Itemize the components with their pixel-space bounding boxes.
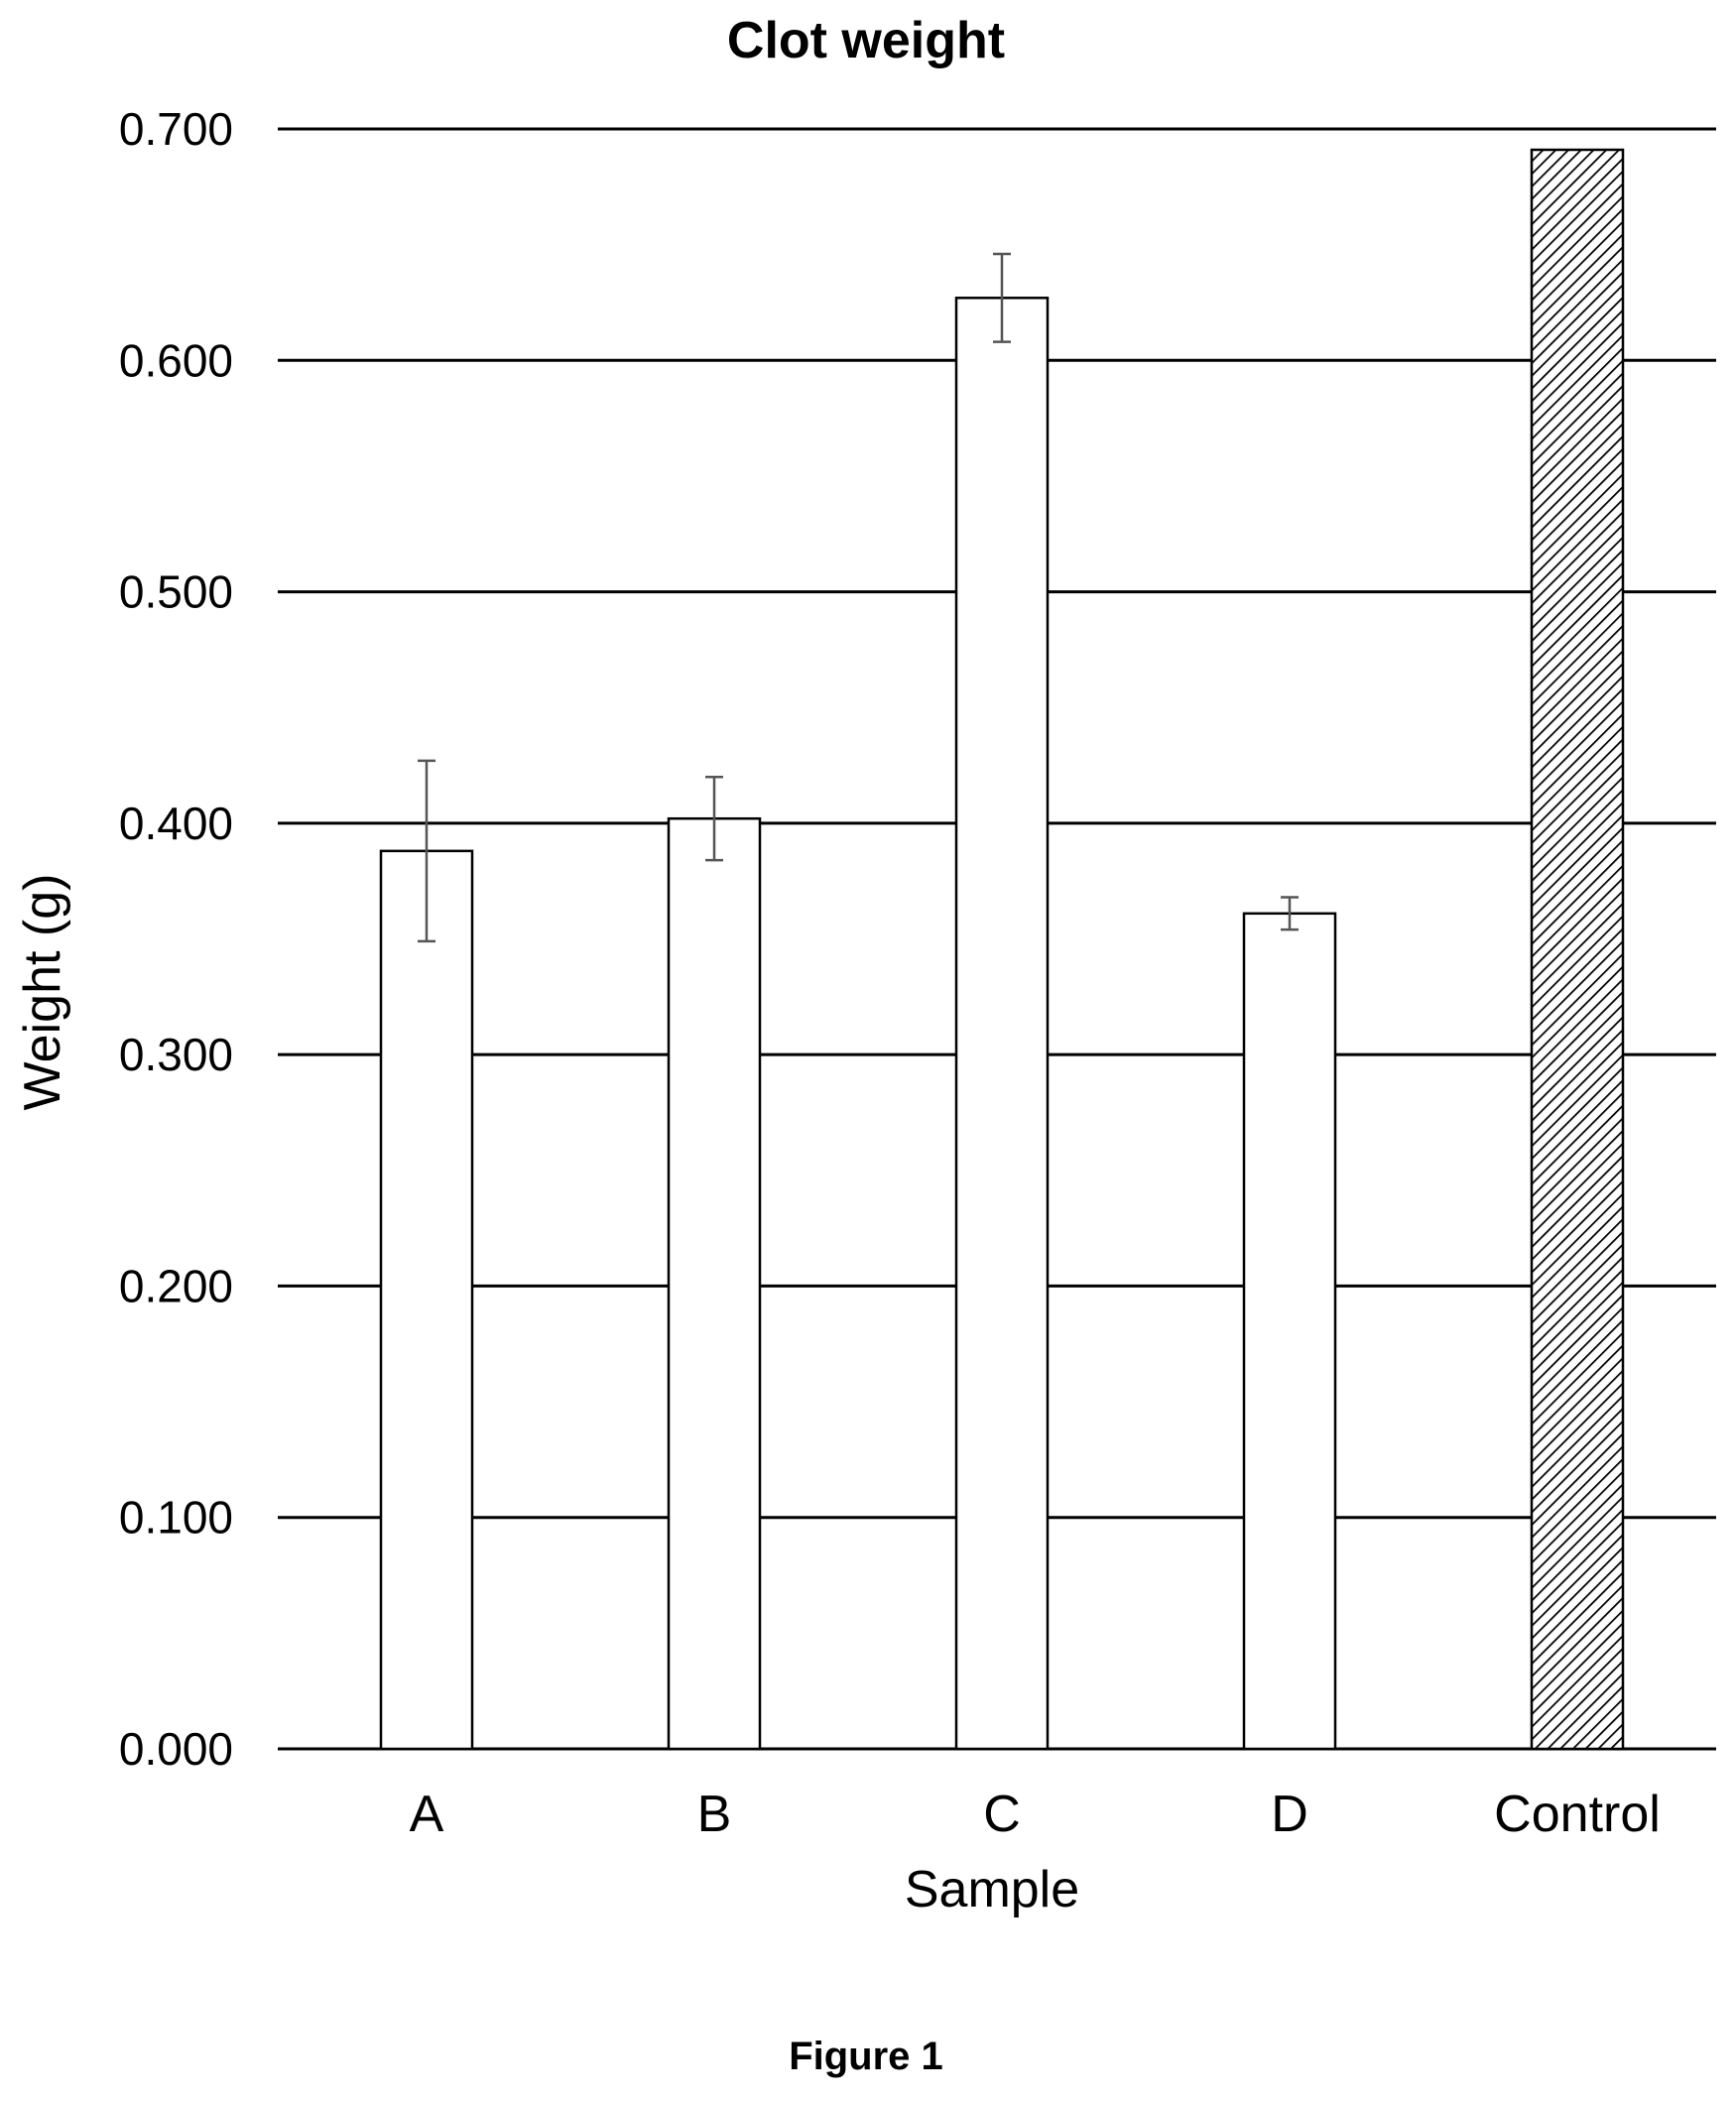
y-tick-label: 0.400 xyxy=(119,798,233,849)
y-axis-ticks: 0.000 0.100 0.200 0.300 0.400 0.500 0.600 0.700 xyxy=(119,103,233,1775)
y-tick-label: 0.500 xyxy=(119,566,233,618)
x-tick-label: A xyxy=(410,1786,444,1843)
x-tick-label: Control xyxy=(1494,1786,1661,1843)
y-tick-label: 0.200 xyxy=(119,1260,233,1311)
x-tick-label: D xyxy=(1271,1786,1308,1843)
bar-b xyxy=(667,816,762,1751)
y-tick-label: 0.100 xyxy=(119,1492,233,1544)
chart-title: Clot weight xyxy=(727,12,1005,69)
x-axis-label: Sample xyxy=(905,1861,1079,1918)
x-tick-label: B xyxy=(697,1786,732,1843)
bar-d xyxy=(1242,912,1337,1751)
y-tick-label: 0.000 xyxy=(119,1723,233,1775)
error-bars xyxy=(418,252,1299,943)
y-tick-label: 0.700 xyxy=(119,103,233,155)
bar-a xyxy=(379,849,474,1751)
figure-caption: Figure 1 xyxy=(789,2035,943,2078)
error-bar-b xyxy=(705,775,723,862)
x-axis-ticks: A B C D Control xyxy=(410,1786,1661,1843)
bar-control xyxy=(1530,148,1625,1751)
bars xyxy=(379,148,1625,1751)
y-tick-label: 0.300 xyxy=(119,1029,233,1080)
error-bar-a xyxy=(418,759,435,943)
y-axis-label: Weight (g) xyxy=(14,874,71,1111)
y-tick-label: 0.600 xyxy=(119,334,233,386)
bar-c xyxy=(954,297,1050,1751)
error-bar-c xyxy=(993,252,1011,343)
x-tick-label: C xyxy=(983,1786,1021,1843)
error-bar-d xyxy=(1281,896,1299,931)
